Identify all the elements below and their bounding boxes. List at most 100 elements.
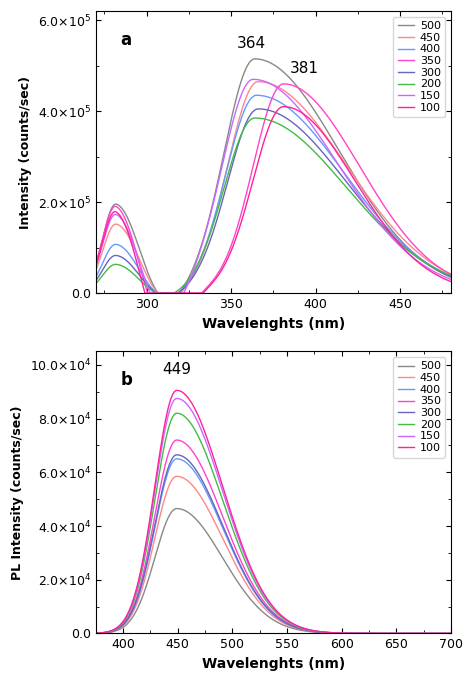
100	[93, 261, 99, 269]
150	[448, 276, 454, 284]
400	[373, 210, 379, 218]
Line: 350: 350	[96, 84, 451, 293]
500	[448, 629, 454, 638]
400	[373, 629, 378, 638]
400	[256, 595, 262, 603]
100	[438, 629, 444, 638]
450	[438, 629, 444, 638]
Y-axis label: Intensity (counts/sec): Intensity (counts/sec)	[19, 76, 32, 228]
350	[438, 265, 444, 273]
100	[438, 273, 444, 281]
350	[111, 626, 117, 634]
350	[438, 629, 444, 638]
Line: 200: 200	[96, 413, 451, 634]
300	[438, 268, 444, 276]
350	[373, 629, 378, 638]
400	[438, 267, 444, 276]
Y-axis label: PL Intensity (counts/sec): PL Intensity (counts/sec)	[11, 405, 24, 580]
150	[266, 598, 272, 606]
100	[93, 629, 99, 637]
350	[93, 260, 99, 268]
350	[266, 103, 272, 111]
400	[111, 241, 117, 249]
Text: 381: 381	[290, 61, 319, 76]
150	[438, 271, 444, 279]
Text: 449: 449	[162, 362, 191, 377]
Line: 100: 100	[96, 390, 451, 634]
500	[252, 55, 258, 63]
Text: 364: 364	[237, 36, 266, 51]
400	[256, 91, 262, 100]
300	[438, 629, 444, 638]
300	[174, 451, 180, 459]
400	[266, 606, 272, 614]
150	[373, 629, 378, 638]
200	[256, 114, 262, 122]
400	[448, 272, 454, 280]
Line: 500: 500	[96, 509, 451, 634]
200	[373, 216, 379, 224]
200	[256, 586, 262, 594]
350	[438, 629, 444, 638]
300	[373, 629, 378, 638]
100	[111, 208, 117, 216]
X-axis label: Wavelenghts (nm): Wavelenghts (nm)	[202, 657, 345, 671]
500	[438, 629, 444, 638]
100	[373, 209, 379, 217]
450	[438, 265, 444, 273]
400	[254, 91, 259, 100]
450	[93, 266, 99, 274]
200	[448, 271, 454, 280]
150	[93, 263, 99, 271]
150	[174, 394, 180, 402]
300	[266, 606, 272, 614]
200	[93, 280, 99, 288]
400	[438, 629, 444, 638]
100	[266, 597, 272, 605]
200	[174, 409, 180, 417]
200	[252, 114, 258, 122]
200	[93, 629, 99, 638]
350	[448, 629, 454, 638]
150	[373, 214, 379, 222]
100	[256, 581, 262, 589]
500	[266, 58, 272, 66]
150	[93, 629, 99, 637]
300	[438, 629, 444, 638]
150	[111, 211, 117, 219]
100	[174, 386, 180, 394]
400	[111, 627, 117, 635]
450	[448, 629, 454, 638]
100	[438, 629, 444, 638]
450	[266, 79, 272, 87]
200	[266, 600, 272, 608]
Line: 350: 350	[96, 440, 451, 634]
450	[438, 629, 444, 638]
400	[174, 455, 180, 463]
350	[174, 436, 180, 444]
Legend: 500, 450, 400, 350, 300, 200, 150, 100: 500, 450, 400, 350, 300, 200, 150, 100	[393, 357, 446, 458]
Line: 400: 400	[96, 95, 451, 293]
400	[93, 629, 99, 638]
500	[93, 629, 99, 638]
500	[174, 505, 180, 513]
400	[438, 629, 444, 638]
500	[93, 260, 99, 268]
300	[255, 105, 261, 113]
500	[256, 55, 262, 63]
Line: 300: 300	[96, 455, 451, 634]
400	[448, 629, 454, 638]
100	[266, 123, 272, 132]
150	[147, 289, 153, 297]
450	[111, 221, 117, 229]
450	[255, 78, 261, 86]
150	[256, 583, 262, 591]
100	[448, 278, 454, 286]
100	[111, 625, 117, 634]
150	[448, 629, 454, 638]
Line: 150: 150	[96, 398, 451, 634]
450	[266, 608, 272, 617]
500	[448, 273, 454, 282]
300	[93, 277, 99, 285]
200	[438, 267, 444, 276]
